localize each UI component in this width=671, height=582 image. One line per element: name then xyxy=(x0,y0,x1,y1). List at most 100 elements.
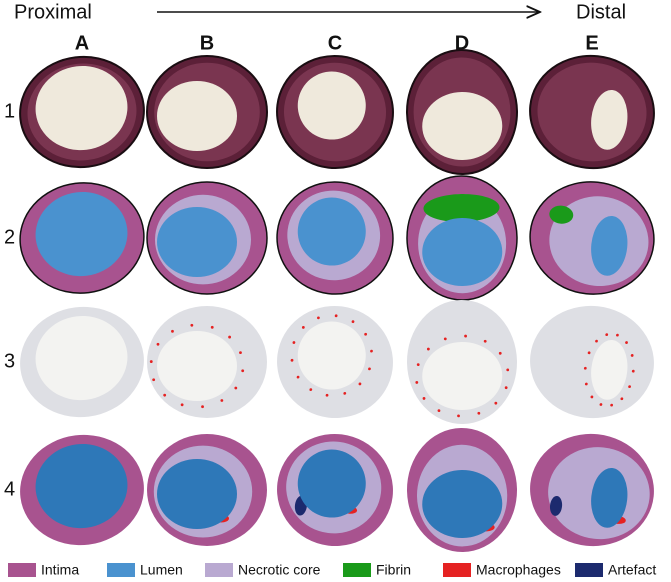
macrophage-spot xyxy=(171,329,174,333)
section-image xyxy=(406,300,518,424)
macrophage-spot xyxy=(241,369,245,373)
macrophage-spot xyxy=(190,323,194,327)
legend-swatch xyxy=(107,563,135,577)
macrophage-spot xyxy=(309,388,313,392)
legend-label: Intima xyxy=(41,562,79,578)
macrophage-spot xyxy=(415,381,419,384)
macrophage-spot xyxy=(494,401,498,405)
macrophage-spot xyxy=(343,391,347,395)
row-label: 4 xyxy=(4,478,15,500)
lumen xyxy=(591,467,628,528)
section-image xyxy=(276,54,394,170)
macrophage-spot xyxy=(416,363,420,367)
macrophage-spot xyxy=(590,395,594,399)
macrophage-spot xyxy=(220,399,224,402)
macrophage-spot xyxy=(156,342,160,346)
section-image xyxy=(146,181,268,295)
lumen xyxy=(591,215,628,276)
section-image xyxy=(277,433,393,547)
macrophage-spot xyxy=(504,386,508,390)
legend-swatch xyxy=(575,563,603,577)
lumen xyxy=(35,315,128,401)
macrophage-spot xyxy=(631,369,635,373)
tissue xyxy=(530,305,654,419)
legend-swatch xyxy=(443,563,471,577)
section-image xyxy=(277,305,393,419)
macrophage-spot xyxy=(358,382,362,386)
macrophage-spot xyxy=(180,403,184,407)
section-image xyxy=(406,428,518,552)
macrophage-spot xyxy=(630,354,634,357)
macrophage-spot xyxy=(364,332,368,336)
macrophage-spot xyxy=(201,405,204,409)
lumen xyxy=(591,89,628,150)
macrophage-spot xyxy=(163,393,167,397)
section-image xyxy=(530,433,654,547)
macrophage-spot xyxy=(584,382,588,386)
row-label: 2 xyxy=(4,226,15,248)
lumen xyxy=(157,207,237,277)
column-label: E xyxy=(585,32,598,54)
legend-label: Macrophages xyxy=(476,562,561,578)
macrophage-spot xyxy=(583,366,587,370)
column-label: A xyxy=(75,32,89,54)
section-image xyxy=(19,182,145,294)
lumen xyxy=(35,191,128,277)
legend-label: Necrotic core xyxy=(238,562,321,578)
column-label: C xyxy=(328,32,342,54)
lumen xyxy=(297,321,366,390)
macrophage-spot xyxy=(239,351,242,354)
macrophage-spot xyxy=(422,397,426,400)
lumen xyxy=(297,449,366,518)
macrophage-spot xyxy=(368,367,371,371)
legend: Intima Lumen Necrotic core Fibrin Macrophage… xyxy=(8,562,656,578)
macrophage-spot xyxy=(426,347,430,351)
macrophage-spot xyxy=(437,409,441,412)
macrophage-spot xyxy=(483,339,487,343)
macrophage-spot xyxy=(457,414,460,418)
image-grid: A B C D E 1 2 3 4 xyxy=(4,32,655,552)
legend-swatch xyxy=(8,563,36,577)
legend-label: Lumen xyxy=(140,562,183,578)
section-image xyxy=(406,175,518,301)
row-label: 3 xyxy=(4,350,15,372)
fibrin xyxy=(423,193,500,223)
artefact xyxy=(549,495,563,516)
macrophage-spot xyxy=(370,349,373,353)
macrophage-spot xyxy=(506,368,510,372)
macrophage-spot xyxy=(443,337,447,341)
macrophage-spot xyxy=(296,375,300,379)
macrophage-spot xyxy=(599,403,603,406)
macrophage-spot xyxy=(228,335,231,339)
macrophage-spot xyxy=(477,411,481,415)
lumen xyxy=(422,217,503,286)
lumen xyxy=(157,331,237,401)
section-image xyxy=(276,181,394,295)
section-image xyxy=(529,54,655,170)
section-image xyxy=(19,55,145,169)
section-image xyxy=(20,306,144,418)
lumen xyxy=(422,91,503,160)
fibrin xyxy=(549,205,574,224)
lumen xyxy=(591,339,628,400)
macrophage-spot xyxy=(334,314,338,318)
legend-label: Artefact xyxy=(608,562,656,578)
section-image xyxy=(147,434,267,546)
section-image xyxy=(530,305,654,419)
macrophage-spot xyxy=(210,325,214,329)
lumen xyxy=(35,65,128,151)
macrophage-spot xyxy=(628,385,631,389)
lumen xyxy=(422,469,503,538)
macrophage-spot xyxy=(595,339,598,343)
section-image xyxy=(147,306,267,418)
section-image xyxy=(20,434,144,546)
lumen xyxy=(297,71,366,140)
macrophage-spot xyxy=(625,341,628,344)
lumen xyxy=(297,197,366,266)
macrophage-spot xyxy=(464,334,467,338)
macrophage-spot xyxy=(301,326,305,329)
macrophage-spot xyxy=(290,358,294,362)
legend-swatch xyxy=(205,563,233,577)
macrophage-spot xyxy=(616,333,619,337)
